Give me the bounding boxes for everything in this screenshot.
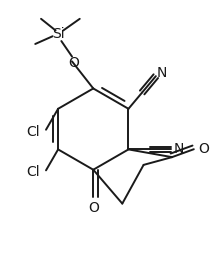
Text: O: O — [198, 142, 209, 156]
Text: O: O — [68, 56, 79, 70]
Text: O: O — [88, 201, 99, 215]
Text: Cl: Cl — [27, 165, 40, 179]
Text: N: N — [156, 66, 167, 80]
Text: N: N — [174, 142, 184, 156]
Text: Si: Si — [52, 27, 65, 41]
Text: Cl: Cl — [27, 125, 40, 139]
